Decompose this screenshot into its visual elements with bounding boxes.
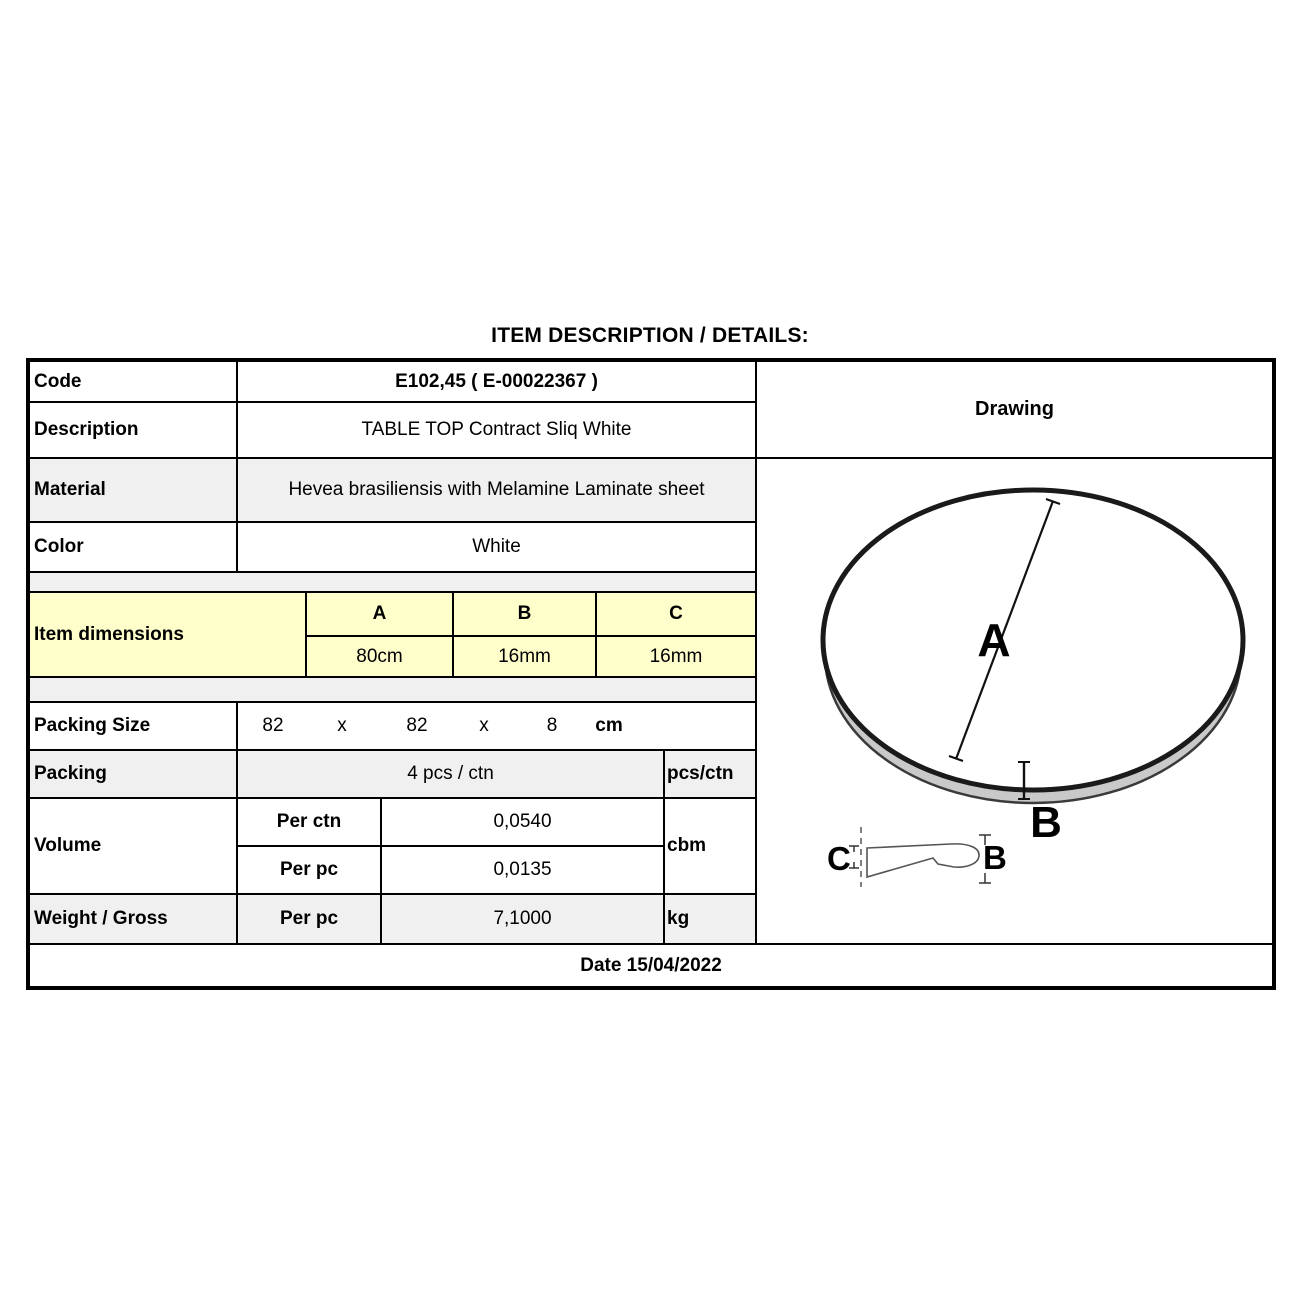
date-row: Date 15/04/2022	[29, 944, 1273, 987]
dim-col-b-header: B	[453, 592, 596, 636]
dim-val-a: 80cm	[306, 636, 453, 677]
packing-size-d3: 8	[546, 715, 558, 736]
color-value: White	[237, 522, 756, 572]
packing-size-d2: 82	[406, 715, 428, 736]
packing-size-value: 82 x 82 x 8 cm	[237, 702, 756, 750]
dimension-a-line	[954, 500, 1055, 760]
packing-unit: pcs/ctn	[664, 750, 756, 798]
dimension-a-tick-top	[1045, 497, 1061, 506]
spec-table: Code E102,45 ( E-00022367 ) Description …	[26, 358, 1276, 990]
packing-size-label: Packing Size	[29, 702, 237, 750]
dim-val-b: 16mm	[453, 636, 596, 677]
spacer-row-2	[29, 677, 756, 702]
material-label: Material	[29, 458, 237, 522]
dimension-a-label: A	[977, 614, 1010, 666]
packing-value: 4 pcs / ctn	[237, 750, 664, 798]
item-dimensions-label: Item dimensions	[29, 592, 306, 677]
dim-col-c-header: C	[596, 592, 756, 636]
volume-sub2: Per pc	[237, 846, 381, 894]
packing-size-x1: x	[337, 715, 347, 736]
color-label: Color	[29, 522, 237, 572]
description-label: Description	[29, 402, 237, 458]
description-value: TABLE TOP Contract Sliq White	[237, 402, 756, 458]
volume-val2: 0,0135	[381, 846, 664, 894]
packing-size-d1: 82	[262, 715, 284, 736]
code-value: E102,45 ( E-00022367 )	[237, 361, 756, 402]
tabletop-surface-ellipse	[820, 487, 1246, 793]
volume-sub1: Per ctn	[237, 798, 381, 846]
drawing-area: A B C B	[756, 458, 1273, 944]
profile-c-label: C	[827, 840, 851, 877]
weight-label: Weight / Gross	[29, 894, 237, 944]
volume-label: Volume	[29, 798, 237, 894]
packing-size-unit: cm	[595, 715, 623, 736]
dim-val-c: 16mm	[596, 636, 756, 677]
profile-b-label: B	[983, 839, 1007, 876]
page-title: ITEM DESCRIPTION / DETAILS:	[491, 324, 809, 347]
table-top-drawing: A B C B	[820, 487, 1246, 887]
spacer-row-1	[29, 572, 756, 592]
code-label: Code	[29, 361, 237, 402]
weight-sub: Per pc	[237, 894, 381, 944]
volume-val1: 0,0540	[381, 798, 664, 846]
dimension-a-tick-bottom	[948, 754, 964, 763]
packing-label: Packing	[29, 750, 237, 798]
material-value: Hevea brasiliensis with Melamine Laminat…	[237, 458, 756, 522]
drawing-header: Drawing	[756, 361, 1273, 458]
volume-unit: cbm	[664, 798, 756, 894]
dim-col-a-header: A	[306, 592, 453, 636]
table-edge-profile	[866, 843, 980, 879]
dimension-b-label: B	[1030, 798, 1062, 847]
packing-size-x2: x	[479, 715, 489, 736]
weight-value: 7,1000	[381, 894, 664, 944]
weight-unit: kg	[664, 894, 756, 944]
